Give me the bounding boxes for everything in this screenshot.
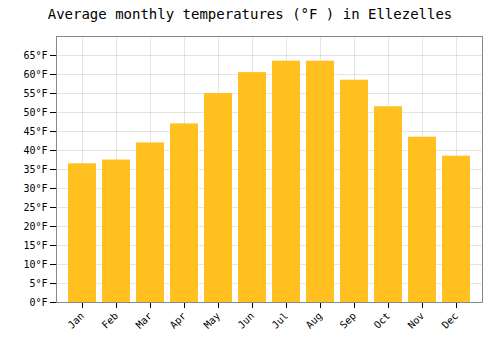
svg-text:40°F: 40°F	[23, 145, 47, 156]
svg-text:Dec: Dec	[440, 310, 461, 331]
svg-text:Jun: Jun	[236, 310, 257, 331]
svg-text:60°F: 60°F	[23, 69, 47, 80]
svg-text:Mar: Mar	[134, 310, 155, 331]
svg-text:65°F: 65°F	[23, 50, 47, 61]
svg-text:Aug: Aug	[304, 310, 325, 331]
svg-text:45°F: 45°F	[23, 126, 47, 137]
svg-text:Sep: Sep	[338, 310, 359, 331]
svg-text:Apr: Apr	[168, 310, 189, 331]
svg-text:25°F: 25°F	[23, 202, 47, 213]
svg-text:Oct: Oct	[372, 310, 393, 331]
svg-text:Jul: Jul	[270, 310, 291, 331]
svg-text:20°F: 20°F	[23, 221, 47, 232]
svg-text:Jan: Jan	[66, 310, 87, 331]
svg-text:May: May	[202, 310, 223, 331]
svg-text:Nov: Nov	[406, 310, 427, 331]
svg-text:5°F: 5°F	[29, 278, 47, 289]
svg-text:30°F: 30°F	[23, 183, 47, 194]
svg-text:55°F: 55°F	[23, 88, 47, 99]
html-text:Average monthly temperatures (: Average monthly temperatures (°F ) in El…	[47, 6, 453, 22]
svg-text:15°F: 15°F	[23, 240, 47, 251]
svg-text:35°F: 35°F	[23, 164, 47, 175]
svg-text:0°F: 0°F	[29, 297, 47, 308]
svg-text:10°F: 10°F	[23, 259, 47, 270]
svg-text:50°F: 50°F	[23, 107, 47, 118]
svg-text:Feb: Feb	[100, 310, 121, 331]
